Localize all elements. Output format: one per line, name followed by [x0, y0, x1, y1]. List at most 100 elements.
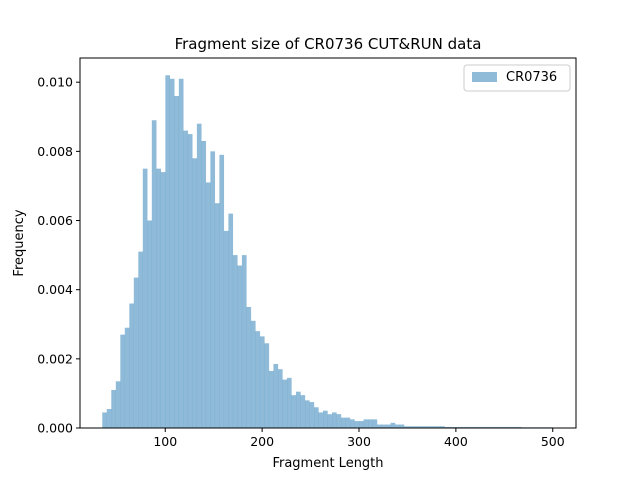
y-axis-label: Frequency — [12, 209, 27, 276]
legend-box — [463, 64, 571, 92]
histogram-bar — [426, 426, 432, 428]
y-tick-label: 0.006 — [37, 213, 73, 228]
histogram-bar — [286, 377, 292, 428]
histogram-bar — [300, 395, 306, 428]
histogram-bar — [223, 230, 229, 428]
histogram-bar — [142, 168, 148, 428]
histogram-bar — [111, 389, 116, 428]
histogram-bar — [187, 134, 193, 428]
histogram-bar — [449, 426, 454, 428]
histogram-bar — [467, 426, 472, 428]
chart-title: Fragment size of CR0736 CUT&RUN data — [175, 35, 482, 53]
y-axis-ticks: 0.000 0.002 0.004 0.006 0.008 0.010 — [37, 75, 80, 436]
histogram-bar — [210, 151, 216, 429]
histogram-bar — [138, 251, 143, 428]
histogram-bar — [165, 75, 170, 428]
legend: CR0736 — [463, 64, 571, 92]
histogram-bar — [304, 400, 310, 428]
histogram-bar — [345, 417, 351, 428]
histogram-bar — [102, 412, 107, 428]
histogram-bar — [435, 426, 441, 428]
histogram-bar — [359, 421, 364, 428]
histogram-bar — [192, 158, 198, 428]
histogram-bar — [174, 96, 180, 428]
histogram-bar — [444, 426, 450, 428]
histogram-bar — [363, 419, 369, 428]
histogram-bar — [404, 426, 409, 428]
histogram-bar — [106, 408, 112, 428]
y-tick-label: 0.010 — [37, 75, 73, 90]
histogram-bar — [196, 123, 202, 428]
histogram-bar — [133, 277, 139, 428]
histogram-bar — [309, 402, 315, 428]
histogram-bar — [178, 78, 184, 428]
histogram-bar — [205, 182, 211, 428]
histogram-bar — [169, 78, 175, 428]
histogram-bar — [129, 303, 134, 428]
x-tick-label: 300 — [347, 434, 371, 449]
histogram-bar — [314, 407, 319, 428]
histogram-bar — [323, 410, 328, 428]
histogram-bar — [354, 421, 360, 428]
histogram-bar — [507, 426, 513, 428]
y-tick-label: 0.000 — [37, 421, 73, 436]
histogram-bar — [413, 426, 418, 428]
histogram-bar — [503, 426, 508, 428]
histogram-bar — [368, 419, 373, 428]
histogram-bar — [471, 426, 477, 428]
histogram-bar — [399, 424, 405, 428]
histogram-bar — [228, 213, 234, 428]
histogram-bar — [332, 412, 337, 428]
histogram-bar — [395, 424, 400, 428]
histogram-bar — [476, 426, 481, 428]
histogram-bar — [494, 426, 499, 428]
histogram-bar — [372, 419, 378, 428]
histogram-bar — [291, 395, 297, 428]
histogram-bar — [219, 154, 225, 428]
y-tick-label: 0.008 — [37, 144, 73, 159]
histogram-bar — [440, 426, 445, 428]
histogram-bar — [255, 331, 261, 428]
histogram-bar — [408, 426, 414, 428]
histogram-bar — [295, 391, 301, 428]
plot-frame — [79, 57, 577, 429]
histogram-bar — [214, 203, 220, 428]
histogram-bar — [458, 426, 463, 428]
histogram-bar — [336, 414, 342, 428]
histogram-bar — [390, 422, 396, 428]
histogram-bar — [350, 419, 355, 428]
histogram-bar — [282, 379, 288, 428]
histogram-bar — [160, 172, 166, 428]
histogram-bar — [431, 426, 436, 428]
histogram-bar — [381, 424, 387, 428]
histogram-bar — [250, 320, 256, 428]
histogram-bar — [327, 414, 333, 428]
histogram-bars — [102, 75, 553, 429]
histogram-bar — [232, 255, 238, 428]
histogram-bar — [516, 426, 522, 428]
histogram-bar — [273, 364, 279, 428]
histogram-bar — [453, 426, 459, 428]
histogram-bar — [246, 306, 252, 428]
legend-label: CR0736 — [506, 70, 557, 85]
histogram-bar — [268, 370, 274, 428]
histogram-bar — [241, 255, 247, 428]
y-tick-label: 0.002 — [37, 351, 73, 366]
histogram-bar — [156, 168, 161, 428]
histogram-bar — [124, 327, 130, 428]
x-tick-label: 500 — [541, 434, 565, 449]
histogram-bar — [462, 426, 468, 428]
histogram-bar — [201, 140, 207, 429]
x-tick-label: 100 — [153, 434, 177, 449]
histogram-bar — [417, 426, 423, 428]
histogram-bar — [183, 130, 189, 428]
histogram-bar — [512, 426, 517, 428]
histogram-bar — [115, 381, 121, 428]
histogram-bar — [259, 336, 265, 428]
histogram-bar — [386, 424, 391, 428]
histogram-bar — [498, 426, 504, 428]
x-axis-ticks: 100 200 300 400 500 — [153, 428, 565, 449]
histogram-bar — [480, 426, 486, 428]
